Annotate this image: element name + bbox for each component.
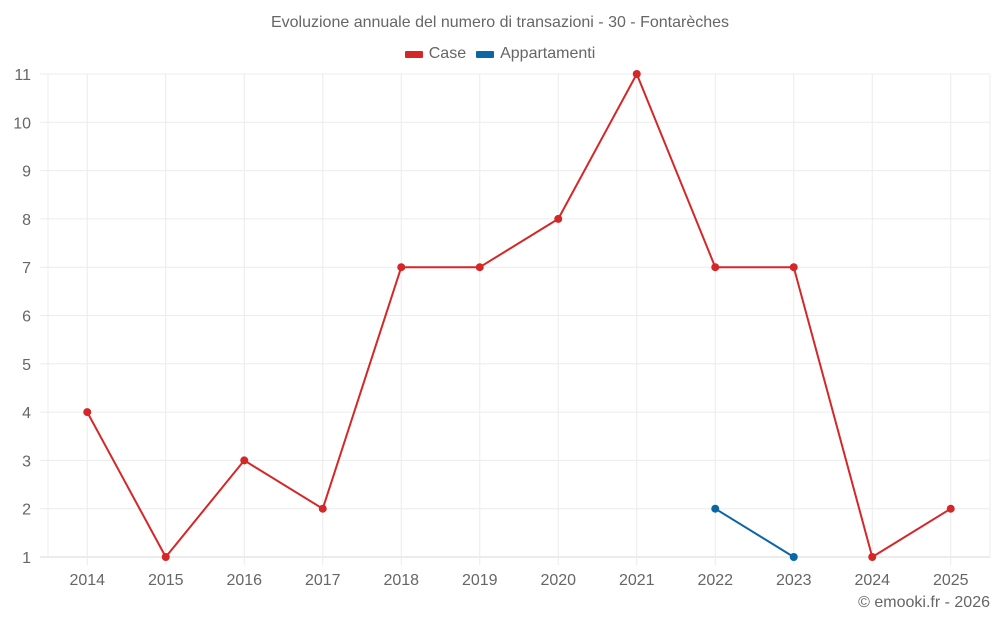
chart-title: Evoluzione annuale del numero di transaz… bbox=[270, 14, 730, 31]
data-point-appartamenti[interactable] bbox=[711, 504, 720, 513]
x-tick-label: 2020 bbox=[540, 572, 576, 589]
y-tick-label: 9 bbox=[22, 164, 31, 181]
legend-swatch-case-icon bbox=[404, 50, 423, 58]
data-point-case[interactable] bbox=[789, 263, 798, 272]
x-tick-label: 2016 bbox=[226, 572, 262, 589]
grid-lines bbox=[40, 73, 991, 565]
y-tick-label: 2 bbox=[22, 502, 31, 519]
data-point-case[interactable] bbox=[161, 553, 170, 561]
y-tick-label: 5 bbox=[22, 357, 31, 374]
y-tick-label: 1 bbox=[22, 550, 31, 567]
data-point-case[interactable] bbox=[632, 70, 641, 78]
data-point-case[interactable] bbox=[554, 214, 563, 223]
y-tick-label: 11 bbox=[14, 67, 31, 84]
x-tick-label: 2025 bbox=[933, 572, 969, 589]
y-tick-label: 8 bbox=[22, 212, 31, 229]
data-point-case[interactable] bbox=[397, 263, 406, 272]
data-point-case[interactable] bbox=[868, 553, 877, 561]
data-point-case[interactable] bbox=[711, 263, 720, 272]
x-tick-label: 2018 bbox=[383, 572, 419, 589]
y-tick-label: 10 bbox=[13, 115, 31, 132]
data-point-appartamenti[interactable] bbox=[789, 553, 798, 561]
x-tick-label: 2017 bbox=[305, 572, 341, 589]
data-point-case[interactable] bbox=[946, 504, 955, 513]
x-tick-label: 2021 bbox=[619, 572, 655, 589]
axes: 1 2 3 4 5 6 7 8 9 10 11 2014 2015 2016 2017 2018 2019 202… bbox=[13, 67, 968, 589]
series-line-appartamenti bbox=[714, 507, 795, 558]
y-tick-label: 4 bbox=[22, 405, 31, 422]
x-tick-label: 2024 bbox=[854, 572, 890, 589]
legend: Case Appartamenti bbox=[0, 45, 1000, 63]
data-point-case[interactable] bbox=[240, 456, 249, 465]
x-tick-label: 2014 bbox=[69, 572, 105, 589]
x-tick-label: 2015 bbox=[148, 572, 184, 589]
x-tick-label: 2019 bbox=[462, 572, 498, 589]
legend-label-case: Case bbox=[428, 45, 467, 62]
data-point-case[interactable] bbox=[475, 263, 484, 272]
legend-swatch-appartamenti-icon bbox=[476, 50, 495, 58]
y-tick-label: 3 bbox=[22, 453, 31, 470]
legend-item-appartamenti[interactable]: Appartamenti bbox=[476, 45, 595, 63]
y-tick-label: 7 bbox=[22, 260, 31, 277]
y-tick-label: 6 bbox=[22, 309, 31, 326]
series-line-case bbox=[86, 73, 952, 558]
x-tick-label: 2023 bbox=[776, 572, 812, 589]
data-point-case[interactable] bbox=[83, 408, 92, 417]
legend-label-appartamenti: Appartamenti bbox=[500, 45, 596, 62]
data-point-case[interactable] bbox=[318, 504, 327, 513]
x-tick-label: 2022 bbox=[697, 572, 733, 589]
data-series bbox=[83, 70, 955, 561]
copyright-text: © emooki.fr - 2026 bbox=[858, 594, 990, 611]
legend-item-case[interactable]: Case bbox=[404, 45, 467, 63]
